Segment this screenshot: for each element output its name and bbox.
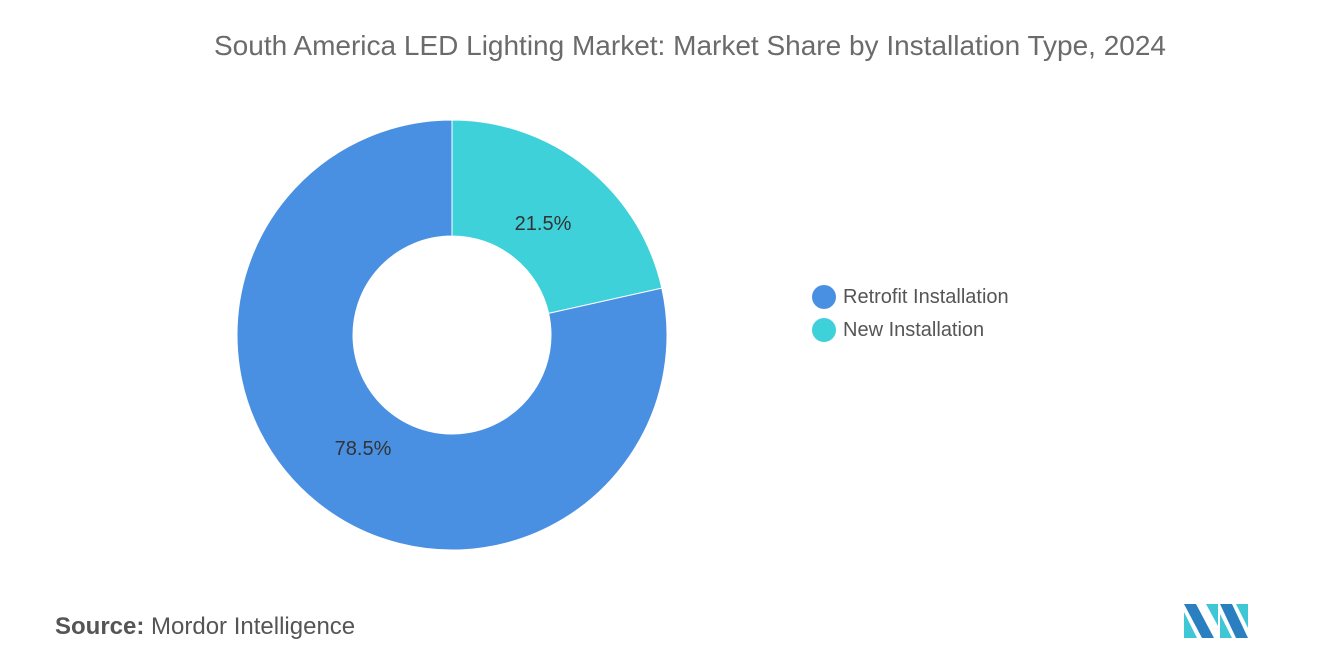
data-label-new-installation: 21.5% — [515, 213, 572, 235]
source-label: Source: — [55, 613, 145, 640]
source-note: Source: Mordor Intelligence — [55, 613, 355, 641]
legend-label-retrofit: Retrofit Installation — [843, 285, 1009, 308]
legend-item-new: New Installation — [812, 318, 984, 342]
legend-label-new: New Installation — [843, 318, 985, 341]
legend-item-retrofit: Retrofit Installation — [812, 285, 1009, 309]
chart-title: South America LED Lighting Market: Marke… — [214, 30, 1166, 61]
slice-new-installation — [451, 119, 663, 315]
legend-swatch-new — [812, 318, 836, 342]
legend-swatch-retrofit — [812, 285, 836, 309]
mordor-intelligence-logo — [1184, 604, 1248, 638]
source-value: Mordor Intelligence — [151, 613, 356, 640]
slice-retrofit-installation — [236, 119, 668, 551]
data-label-retrofit-installation: 78.5% — [335, 438, 392, 460]
